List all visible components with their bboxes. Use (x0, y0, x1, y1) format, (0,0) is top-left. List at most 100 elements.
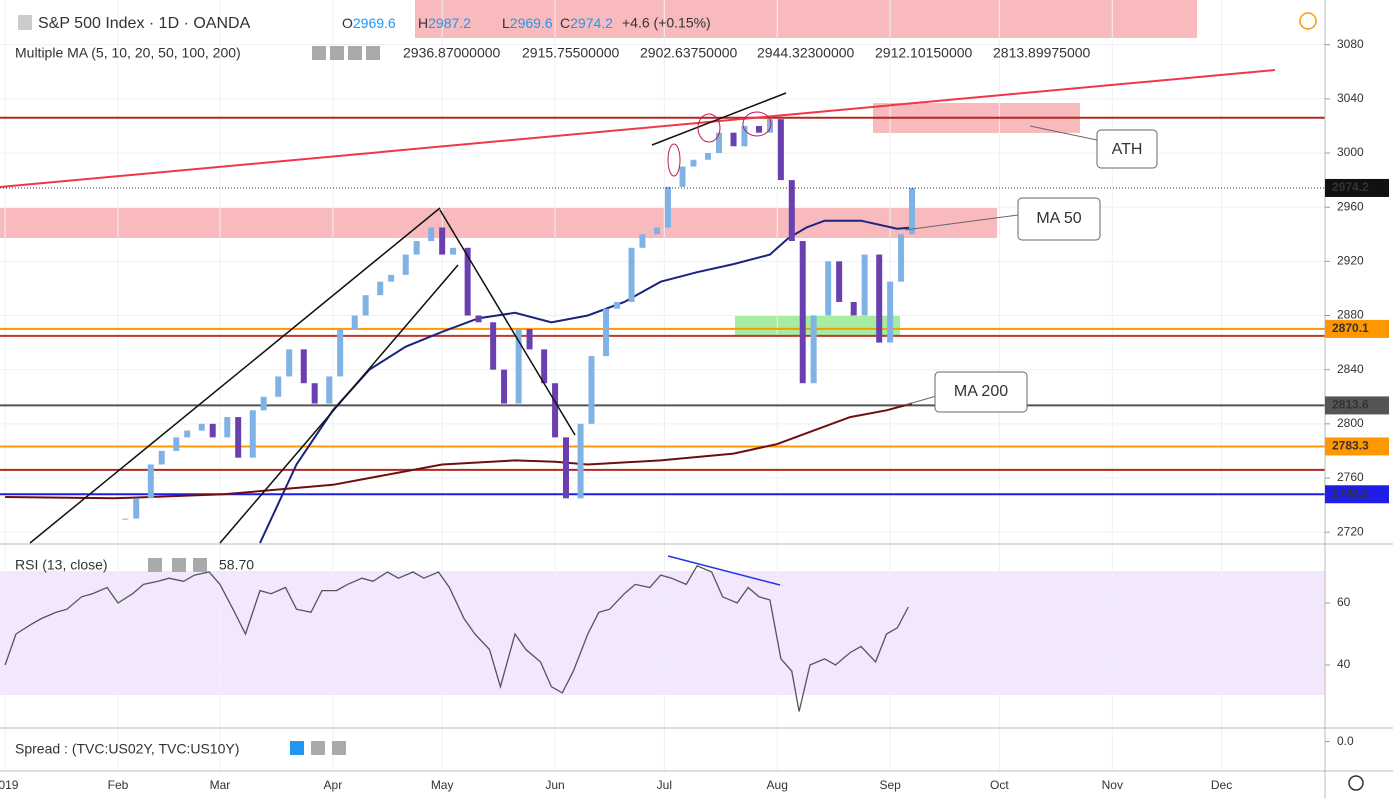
rsi-band (0, 571, 1325, 695)
candle (898, 234, 905, 282)
y-tick-label: 2920 (1337, 254, 1364, 268)
candle (836, 261, 843, 302)
y-tick-label: 2760 (1337, 470, 1364, 484)
button[interactable] (366, 46, 380, 60)
button[interactable] (348, 46, 362, 60)
candle (850, 301, 857, 316)
highlight (742, 111, 772, 137)
candle (777, 119, 784, 181)
candle (450, 247, 457, 255)
ohlc: H2987.2 (418, 15, 471, 31)
callout-text: MA 50 (1036, 210, 1081, 227)
candle (799, 241, 806, 384)
candle (526, 329, 533, 350)
candle (147, 464, 154, 499)
highlight (697, 113, 721, 143)
indicator-title[interactable]: Spread : (TVC:US02Y, TVC:US10Y) (15, 741, 239, 757)
candle (908, 187, 915, 235)
button[interactable] (148, 558, 162, 572)
candle (260, 396, 267, 411)
ma-values: 2936.87000000 2915.75500000 2902.63750000 2… (403, 45, 1091, 61)
ohlc-value: 2969.6 (510, 15, 553, 31)
indicator-title[interactable]: Multiple MA (5, 10, 20, 50, 100, 200) (15, 45, 241, 61)
plot (0, 116, 1325, 712)
ohlc-key: O (342, 15, 353, 31)
candle (311, 383, 318, 404)
candle (300, 349, 307, 384)
x-tick-label: Aug (767, 778, 788, 792)
zone (735, 315, 900, 335)
button[interactable] (290, 741, 304, 755)
ma-value: 2912.10150000 (875, 45, 973, 61)
x-tick-label: Feb (108, 778, 129, 792)
ohlc-key: H (418, 15, 428, 31)
zone (0, 208, 997, 238)
zone (415, 0, 1197, 38)
callout (934, 371, 1028, 413)
candle (198, 423, 205, 431)
callout-pointer (904, 214, 1019, 231)
ma-value: 2936.87000000 (403, 45, 501, 61)
trend-line (667, 555, 781, 586)
moving-average (5, 402, 913, 500)
candle (562, 437, 569, 499)
symbol-title[interactable]: S&P 500 Index · 1D · OANDA (38, 15, 251, 32)
button[interactable] (311, 741, 325, 755)
candle (490, 322, 497, 370)
symbol-icon[interactable] (18, 15, 32, 30)
ohlc-value: 2974.2 (570, 15, 613, 31)
x-tick-label: Dec (1211, 778, 1232, 792)
candle (741, 125, 748, 147)
candle (705, 153, 712, 160)
candle (464, 247, 471, 316)
button[interactable] (332, 741, 346, 755)
price-label: 2870.1 (1332, 321, 1369, 335)
settings-icon[interactable] (1348, 775, 1364, 791)
x-tick-label: Nov (1102, 778, 1123, 792)
trend-line (29, 207, 441, 544)
trend-line (219, 264, 459, 544)
x-tick-label: Jul (657, 778, 672, 792)
candle (362, 295, 369, 316)
button[interactable] (330, 46, 344, 60)
candle (552, 383, 559, 438)
y-tick-label: 40 (1337, 657, 1351, 671)
button[interactable] (172, 558, 186, 572)
alert-icon[interactable] (1299, 12, 1317, 30)
x-tick-label: Sep (879, 778, 901, 792)
candle (588, 356, 595, 424)
candle (158, 450, 165, 465)
candle (388, 274, 395, 282)
candle (235, 417, 242, 458)
x-tick-label: Jun (545, 778, 564, 792)
price-label: 2783.3 (1332, 439, 1369, 453)
candle (428, 227, 435, 242)
candle (377, 281, 384, 296)
ma-value: 2944.32300000 (757, 45, 855, 61)
candle (351, 315, 358, 330)
ohlc-value: 2987.2 (428, 15, 471, 31)
button[interactable] (193, 558, 207, 572)
trend-line (0, 69, 1276, 188)
price-label-box (1325, 178, 1389, 197)
indicator-value: 58.70 (219, 557, 254, 573)
candle (501, 369, 508, 404)
indicator-title[interactable]: RSI (13, close) (15, 557, 108, 573)
y-tick-label: 3000 (1337, 145, 1364, 159)
callout-text: MA 200 (954, 383, 1008, 400)
price-label-box (1325, 485, 1389, 504)
y-tick-label: 2800 (1337, 416, 1364, 430)
ohlc-value: 2969.6 (353, 15, 396, 31)
y-tick-label: 60 (1337, 595, 1351, 609)
y-tick-label: 2960 (1337, 199, 1364, 213)
button[interactable] (312, 46, 326, 60)
ohlc: L2969.6 (502, 15, 553, 31)
callout-text: ATH (1112, 141, 1143, 158)
candle (613, 301, 620, 309)
highlight (667, 143, 681, 177)
candle (515, 329, 522, 404)
change: +4.6 (+0.15%) (622, 15, 711, 31)
candle (286, 349, 293, 377)
price-label: 2974.2 (1332, 180, 1369, 194)
candle (876, 254, 883, 343)
